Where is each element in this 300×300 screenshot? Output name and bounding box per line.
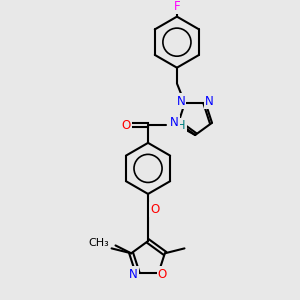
- Text: CH₃: CH₃: [88, 238, 109, 248]
- Text: F: F: [174, 0, 180, 13]
- Text: N: N: [129, 268, 138, 281]
- Text: NH: NH: [169, 119, 186, 132]
- Text: N: N: [176, 94, 185, 108]
- Text: O: O: [158, 268, 167, 281]
- Text: N: N: [205, 94, 214, 108]
- Text: O: O: [150, 203, 160, 216]
- Text: N: N: [170, 116, 179, 129]
- Text: O: O: [122, 119, 131, 132]
